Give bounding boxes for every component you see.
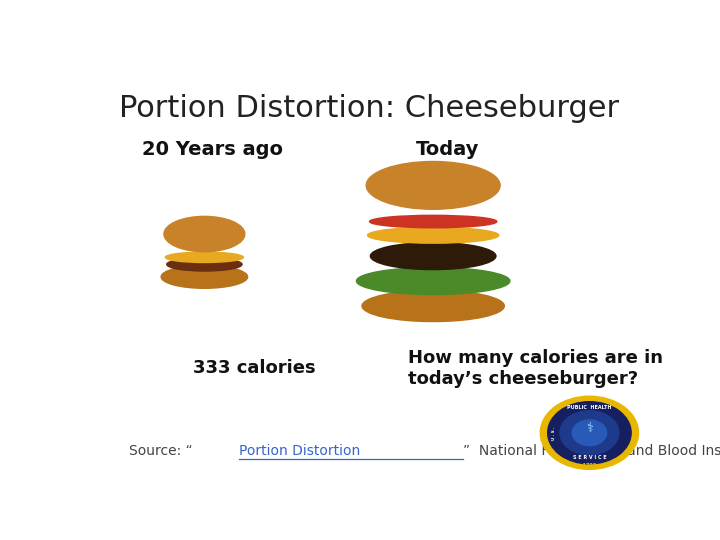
Ellipse shape xyxy=(166,252,243,262)
Text: 20 Years ago: 20 Years ago xyxy=(143,140,283,159)
Text: · 1798 ·: · 1798 · xyxy=(579,463,600,468)
Ellipse shape xyxy=(164,217,245,252)
Ellipse shape xyxy=(161,266,248,288)
Ellipse shape xyxy=(370,242,496,269)
Text: Source: “: Source: “ xyxy=(129,444,193,458)
Text: ”  National Heart, Lung and Blood Institute: ” National Heart, Lung and Blood Institu… xyxy=(464,444,720,458)
Text: ⚕: ⚕ xyxy=(586,422,593,435)
Ellipse shape xyxy=(167,258,242,271)
Text: How many calories are in
today’s cheeseburger?: How many calories are in today’s cheeseb… xyxy=(408,349,663,388)
Ellipse shape xyxy=(369,215,497,228)
Circle shape xyxy=(560,411,619,455)
Circle shape xyxy=(572,420,606,445)
Text: Today: Today xyxy=(415,140,479,159)
Text: Portion Distortion: Cheeseburger: Portion Distortion: Cheeseburger xyxy=(119,94,619,123)
Text: PUBLIC  HEALTH: PUBLIC HEALTH xyxy=(567,406,612,410)
Text: 333 calories: 333 calories xyxy=(193,359,316,377)
Ellipse shape xyxy=(356,267,510,294)
Text: Portion Distortion: Portion Distortion xyxy=(239,444,361,458)
Ellipse shape xyxy=(366,161,500,210)
Text: S E R V I C E: S E R V I C E xyxy=(572,455,606,460)
Text: U . S .: U . S . xyxy=(552,426,556,440)
Circle shape xyxy=(548,402,631,464)
Circle shape xyxy=(540,396,639,469)
Ellipse shape xyxy=(368,227,499,243)
Ellipse shape xyxy=(362,291,504,321)
